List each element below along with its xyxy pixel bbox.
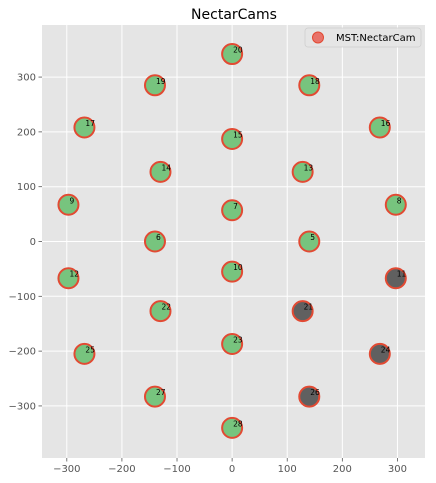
camera-point: 17 [73,116,96,139]
x-tick-label: 100 [278,464,297,475]
camera-marker [291,160,314,183]
camera-id-label: 21 [304,303,314,312]
camera-point: 28 [221,416,244,439]
camera-point: 10 [221,260,244,283]
camera-id-label: 10 [233,263,243,272]
camera-marker [298,230,321,253]
y-tick-label: 300 [17,73,36,84]
camera-marker [221,260,244,283]
camera-id-label: 11 [397,270,407,279]
camera-id-label: 16 [381,119,391,128]
camera-marker [291,300,314,323]
camera-point: 27 [143,385,166,408]
camera-id-label: 8 [397,196,402,205]
x-tick-label: 200 [333,464,352,475]
camera-id-label: 17 [85,119,95,128]
camera-marker [298,74,321,97]
camera-point: 7 [221,199,244,222]
camera-marker [149,300,172,323]
camera-point: 6 [143,230,166,253]
grid [42,25,425,458]
y-tick-label: 0 [30,237,36,248]
camera-marker [73,116,96,139]
legend-box [304,27,422,48]
camera-point: 5 [298,230,321,253]
camera-point: 25 [73,342,96,365]
camera-point: 8 [384,193,407,216]
camera-marker [143,74,166,97]
chart-title: NectarCams [191,7,277,23]
camera-id-label: 20 [233,46,243,55]
camera-id-label: 26 [310,388,320,397]
camera-id-label: 13 [304,163,314,172]
camera-marker [368,116,391,139]
camera-point: 18 [298,74,321,97]
camera-marker [221,416,244,439]
camera-marker [143,230,166,253]
camera-point: 26 [298,385,321,408]
camera-id-label: 18 [310,77,320,86]
camera-id-label: 24 [381,345,391,354]
axis-ticks: −300 −200 −100 0 100 200 300 −300 −200 −100 0 100 20… [9,73,407,475]
camera-id-label: 6 [156,233,161,242]
camera-point: 21 [291,300,314,323]
camera-id-label: 27 [156,388,166,397]
x-tick-label: 300 [388,464,407,475]
camera-id-label: 5 [310,233,315,242]
legend-marker [312,31,324,44]
camera-point: 9 [57,193,80,216]
legend-label: MST:NectarCam [336,33,416,44]
camera-marker [221,43,244,66]
y-tick-label: −200 [9,347,36,358]
camera-point: 12 [57,267,80,290]
x-tick-label: −300 [53,464,80,475]
x-tick-label: −200 [108,464,135,475]
camera-marker [221,128,244,151]
camera-point: 23 [221,332,244,355]
y-tick-label: 200 [17,127,36,138]
camera-point: 19 [143,74,166,97]
camera-marker [368,342,391,365]
camera-point: 24 [368,342,391,365]
camera-marker [384,193,407,216]
camera-point: 20 [221,43,244,66]
y-tick-label: −100 [9,292,36,303]
camera-id-label: 25 [85,345,95,354]
camera-marker [143,385,166,408]
camera-point: 11 [384,267,407,290]
camera-id-label: 14 [161,163,171,172]
camera-marker [149,160,172,183]
camera-id-label: 23 [233,335,243,344]
camera-id-label: 12 [69,270,79,279]
camera-point: 13 [291,160,314,183]
camera-marker [221,332,244,355]
camera-marker [298,385,321,408]
data-points: 5 6 7 8 9 10 11 12 13 14 15 16 17 18 19 20 21 22 23 24 25 26 2… [57,43,407,439]
y-tick-label: 100 [17,182,36,193]
x-tick-label: 0 [229,464,235,475]
camera-marker [73,342,96,365]
camera-marker [221,199,244,222]
camera-marker [57,267,80,290]
camera-point: 16 [368,116,391,139]
x-tick-label: −100 [163,464,190,475]
camera-id-label: 22 [161,303,171,312]
camera-marker [57,193,80,216]
legend: MST:NectarCam [304,27,422,48]
camera-id-label: 28 [233,419,243,428]
camera-id-label: 9 [69,196,74,205]
camera-point: 14 [149,160,172,183]
camera-id-label: 19 [156,77,166,86]
camera-id-label: 15 [233,131,243,140]
camera-marker [384,267,407,290]
camera-point: 22 [149,300,172,323]
camera-id-label: 7 [233,202,238,211]
y-tick-label: −300 [9,401,36,412]
camera-point: 15 [221,128,244,151]
